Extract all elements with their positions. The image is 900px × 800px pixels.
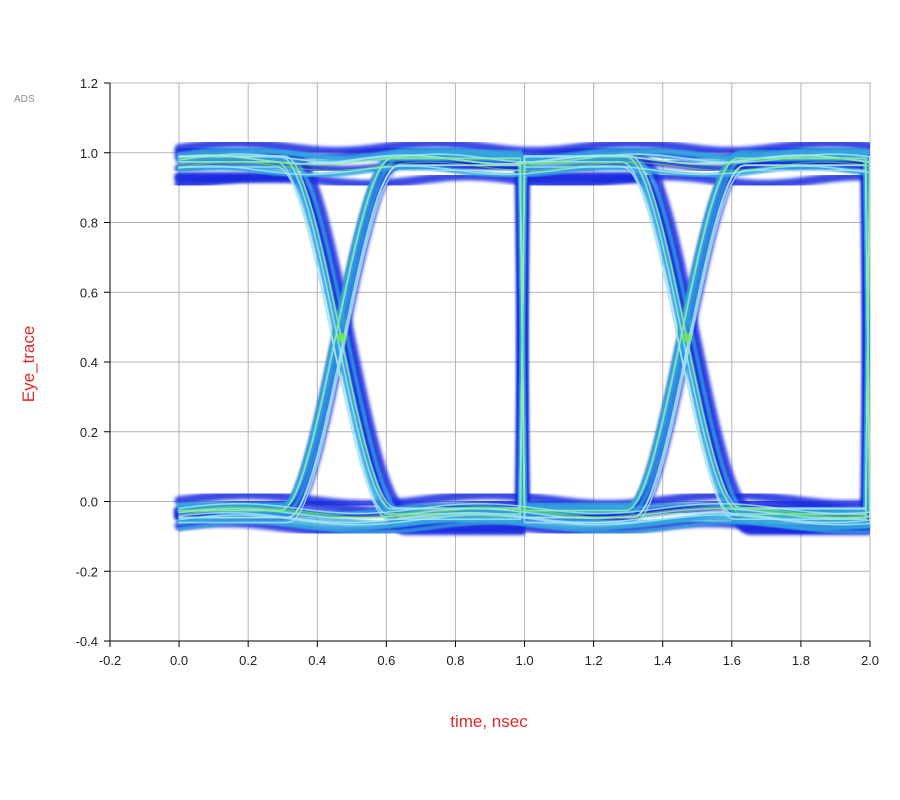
x-tick-label: 0.0 xyxy=(170,653,188,668)
y-tick-label: 0.6 xyxy=(80,285,98,300)
x-tick-label: 2.0 xyxy=(861,653,879,668)
x-tick-label: 0.6 xyxy=(377,653,395,668)
eye-trace-path xyxy=(178,164,870,519)
eye-trace-path xyxy=(178,169,870,524)
x-axis-title: time, nsec xyxy=(450,712,528,731)
x-tick-label: 1.0 xyxy=(516,653,534,668)
x-tick-label: 0.4 xyxy=(308,653,326,668)
x-tick-label: -0.2 xyxy=(99,653,121,668)
eye-trace-path xyxy=(178,161,870,172)
ads-logo: ADS xyxy=(14,94,35,105)
y-tick-label: -0.4 xyxy=(76,634,98,649)
y-tick-label: 1.0 xyxy=(80,146,98,161)
x-tick-labels: -0.2 0.0 0.2 0.4 0.6 0.8 1.0 1.2 1.4 1.6 1.8 2.0 xyxy=(99,653,879,668)
eye-trace-path xyxy=(178,506,870,518)
eye-trace-path xyxy=(177,517,870,532)
x-tick-label: 0.2 xyxy=(239,653,257,668)
x-tick-label: 1.4 xyxy=(654,653,672,668)
x-tick-label: 1.6 xyxy=(723,653,741,668)
y-axis-title: Eye_trace xyxy=(19,326,38,403)
y-tick-label: -0.2 xyxy=(76,564,98,579)
x-tick-label: 0.8 xyxy=(446,653,464,668)
y-tick-labels: -0.4 -0.2 0.0 0.2 0.4 0.6 0.8 1.0 1.2 xyxy=(76,76,98,649)
crossing-point xyxy=(336,332,347,343)
eye-traces xyxy=(174,138,870,537)
y-tick-label: 0.0 xyxy=(80,495,98,510)
eye-trace-path xyxy=(174,518,870,537)
crossing-point xyxy=(681,332,692,343)
y-tick-label: 0.8 xyxy=(80,216,98,231)
axes xyxy=(104,82,871,647)
y-tick-label: 0.2 xyxy=(80,425,98,440)
x-tick-label: 1.8 xyxy=(792,653,810,668)
x-tick-label: 1.2 xyxy=(585,653,603,668)
y-tick-label: 1.2 xyxy=(80,76,98,91)
y-tick-label: 0.4 xyxy=(80,355,98,370)
